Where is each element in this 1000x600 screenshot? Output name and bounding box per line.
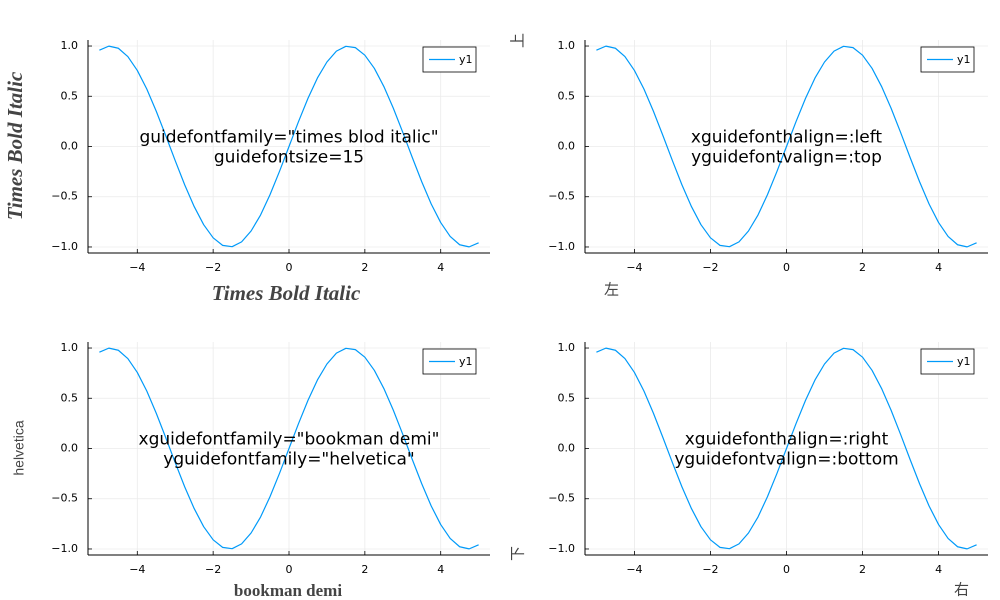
x-tick-label: 4 bbox=[935, 261, 942, 274]
y-tick-label: −1.0 bbox=[548, 240, 575, 253]
y-tick-label: 0.0 bbox=[558, 442, 576, 455]
x-tick-label: −4 bbox=[626, 563, 642, 576]
y-tick-label: 0.0 bbox=[61, 442, 79, 455]
series-line bbox=[596, 347, 977, 550]
x-tick-label: 0 bbox=[286, 261, 293, 274]
subplot: −4 −2 0 2 4 −1.0 −0.5 0.0 0.5 1.0 y1 guidefontfamil… bbox=[3, 39, 490, 305]
subplot: −4 −2 0 2 4 −1.0 −0.5 0.0 0.5 1.0 y1 xguidefonthali… bbox=[509, 341, 988, 599]
subplot: −4 −2 0 2 4 −1.0 −0.5 0.0 0.5 1.0 y1 xguidefonthali… bbox=[509, 33, 988, 299]
y-tick-label: 0.0 bbox=[61, 140, 79, 153]
legend-label: y1 bbox=[957, 355, 971, 368]
x-tick-label: 2 bbox=[859, 261, 866, 274]
x-tick-label: 0 bbox=[783, 261, 790, 274]
x-tick-label: 4 bbox=[437, 261, 444, 274]
y-axis-label: Times Bold Italic bbox=[3, 71, 27, 220]
x-tick-label: −4 bbox=[129, 563, 145, 576]
y-tick-label: 1.0 bbox=[558, 39, 576, 52]
x-tick-label: −4 bbox=[129, 261, 145, 274]
subplot: −4 −2 0 2 4 −1.0 −0.5 0.0 0.5 1.0 y1 xguidefontfami… bbox=[11, 341, 490, 600]
x-tick-label: 2 bbox=[361, 563, 368, 576]
y-tick-label: 0.0 bbox=[558, 140, 576, 153]
series-line bbox=[99, 45, 479, 248]
x-axis-label: Times Bold Italic bbox=[212, 281, 361, 305]
y-tick-label: −1.0 bbox=[51, 542, 78, 555]
x-axis-label: 左 bbox=[604, 281, 619, 299]
x-tick-label: 4 bbox=[935, 563, 942, 576]
annotation: xguidefonthalign=:right bbox=[685, 430, 889, 450]
x-tick-label: 2 bbox=[859, 563, 866, 576]
x-tick-label: −2 bbox=[702, 563, 718, 576]
y-tick-label: −0.5 bbox=[548, 492, 575, 505]
y-tick-label: −0.5 bbox=[548, 190, 575, 203]
x-tick-label: −2 bbox=[702, 261, 718, 274]
annotation: guidefontfamily="times blod italic" bbox=[139, 128, 438, 148]
y-axis-label: 上 bbox=[509, 33, 527, 48]
y-tick-label: 0.5 bbox=[61, 89, 79, 102]
y-tick-label: 1.0 bbox=[61, 341, 79, 354]
x-axis-label: bookman demi bbox=[234, 581, 342, 600]
y-tick-label: −0.5 bbox=[51, 190, 78, 203]
y-tick-label: 1.0 bbox=[61, 39, 79, 52]
annotation: xguidefontfamily="bookman demi" bbox=[139, 430, 440, 450]
y-tick-label: −0.5 bbox=[51, 492, 78, 505]
series-line bbox=[596, 45, 977, 248]
y-tick-label: 0.5 bbox=[558, 89, 576, 102]
y-tick-label: −1.0 bbox=[548, 542, 575, 555]
x-axis-label: 右 bbox=[954, 581, 969, 599]
annotation: xguidefonthalign=:left bbox=[691, 128, 882, 148]
series-line bbox=[99, 347, 479, 550]
x-tick-label: 4 bbox=[437, 563, 444, 576]
annotation: guidefontsize=15 bbox=[214, 148, 364, 168]
annotation: yguidefontvalign=:bottom bbox=[674, 450, 898, 470]
y-tick-label: 0.5 bbox=[558, 391, 576, 404]
x-tick-label: −2 bbox=[205, 261, 221, 274]
y-tick-label: 0.5 bbox=[61, 391, 79, 404]
x-tick-label: 0 bbox=[286, 563, 293, 576]
annotation: yguidefontvalign=:top bbox=[691, 148, 882, 168]
y-tick-label: −1.0 bbox=[51, 240, 78, 253]
x-tick-label: −4 bbox=[626, 261, 642, 274]
x-tick-label: 2 bbox=[361, 261, 368, 274]
x-tick-label: 0 bbox=[783, 563, 790, 576]
x-tick-label: −2 bbox=[205, 563, 221, 576]
annotation: yguidefontfamily="helvetica" bbox=[163, 450, 414, 470]
y-axis-label: helvetica bbox=[11, 420, 27, 475]
legend-label: y1 bbox=[459, 53, 473, 66]
y-tick-label: 1.0 bbox=[558, 341, 576, 354]
legend-label: y1 bbox=[957, 53, 971, 66]
legend-label: y1 bbox=[459, 355, 473, 368]
y-axis-label: 下 bbox=[509, 546, 527, 561]
